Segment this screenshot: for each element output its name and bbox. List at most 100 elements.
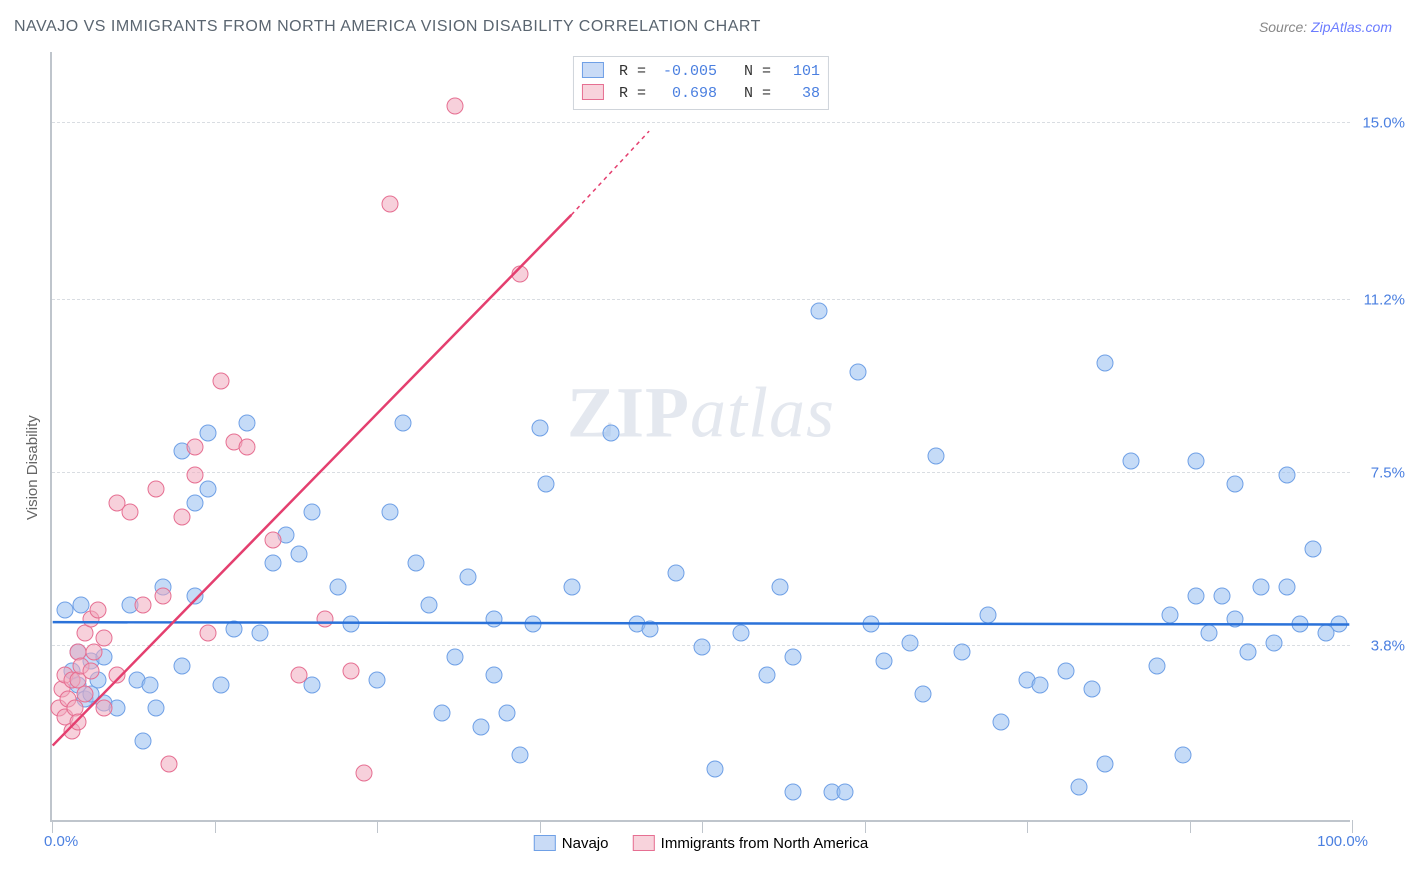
data-point <box>499 704 516 721</box>
data-point <box>187 494 204 511</box>
y-tick-label: 3.8% <box>1371 637 1405 654</box>
data-point <box>486 667 503 684</box>
data-point <box>1058 662 1075 679</box>
data-point <box>135 597 152 614</box>
data-point <box>642 620 659 637</box>
data-point <box>343 616 360 633</box>
x-tick <box>1027 820 1028 833</box>
trend-lines <box>52 52 1350 820</box>
data-point <box>447 98 464 115</box>
y-tick-label: 11.2% <box>1364 292 1405 309</box>
data-point <box>785 784 802 801</box>
data-point <box>980 606 997 623</box>
data-point <box>161 756 178 773</box>
data-point <box>811 303 828 320</box>
stats-legend-row: R = 0.698 N = 38 <box>582 83 820 105</box>
data-point <box>291 667 308 684</box>
data-point <box>317 611 334 628</box>
data-point <box>434 704 451 721</box>
data-point <box>154 588 171 605</box>
data-point <box>213 676 230 693</box>
data-point <box>148 480 165 497</box>
data-point <box>200 424 217 441</box>
source-link[interactable]: ZipAtlas.com <box>1311 19 1392 35</box>
data-point <box>447 648 464 665</box>
data-point <box>1162 606 1179 623</box>
data-point <box>85 644 102 661</box>
gridline: 7.5% <box>52 472 1350 473</box>
data-point <box>863 616 880 633</box>
data-point <box>239 438 256 455</box>
data-point <box>603 424 620 441</box>
x-tick <box>1352 820 1353 833</box>
data-point <box>57 602 74 619</box>
data-point <box>1214 588 1231 605</box>
data-point <box>733 625 750 642</box>
data-point <box>1175 746 1192 763</box>
data-point <box>1279 466 1296 483</box>
data-point <box>486 611 503 628</box>
data-point <box>330 578 347 595</box>
data-point <box>668 564 685 581</box>
data-point <box>525 616 542 633</box>
x-tick <box>540 820 541 833</box>
data-point <box>135 732 152 749</box>
data-point <box>187 588 204 605</box>
data-point <box>356 765 373 782</box>
data-point <box>200 480 217 497</box>
x-tick <box>865 820 866 833</box>
data-point <box>382 504 399 521</box>
scatter-plot: ZIPatlas R = -0.005 N = 101 R = 0.698 N … <box>50 52 1350 822</box>
data-point <box>1123 452 1140 469</box>
data-point <box>1032 676 1049 693</box>
data-point <box>1266 634 1283 651</box>
data-point <box>174 658 191 675</box>
data-point <box>1331 616 1348 633</box>
data-point <box>1097 354 1114 371</box>
data-point <box>512 266 529 283</box>
data-point <box>850 364 867 381</box>
data-point <box>928 448 945 465</box>
data-point <box>265 555 282 572</box>
data-point <box>1279 578 1296 595</box>
data-point <box>1071 779 1088 796</box>
data-point <box>1227 476 1244 493</box>
stats-legend: R = -0.005 N = 101 R = 0.698 N = 38 <box>573 56 829 110</box>
x-tick <box>702 820 703 833</box>
gridline: 15.0% <box>52 122 1350 123</box>
y-tick-label: 7.5% <box>1371 465 1405 482</box>
x-tick <box>52 820 53 833</box>
y-tick-label: 15.0% <box>1362 115 1405 132</box>
data-point <box>1201 625 1218 642</box>
data-point <box>512 746 529 763</box>
data-point <box>993 714 1010 731</box>
data-point <box>382 196 399 213</box>
x-tick <box>1190 820 1191 833</box>
data-point <box>1084 681 1101 698</box>
data-point <box>460 569 477 586</box>
data-point <box>538 476 555 493</box>
source-attribution: Source: ZipAtlas.com <box>1259 19 1392 35</box>
data-point <box>785 648 802 665</box>
data-point <box>694 639 711 656</box>
data-point <box>89 602 106 619</box>
data-point <box>1097 756 1114 773</box>
data-point <box>109 667 126 684</box>
data-point <box>395 415 412 432</box>
data-point <box>421 597 438 614</box>
data-point <box>473 718 490 735</box>
data-point <box>83 662 100 679</box>
data-point <box>291 546 308 563</box>
data-point <box>1253 578 1270 595</box>
data-point <box>707 760 724 777</box>
data-point <box>96 700 113 717</box>
data-point <box>226 620 243 637</box>
data-point <box>772 578 789 595</box>
data-point <box>954 644 971 661</box>
stats-legend-row: R = -0.005 N = 101 <box>582 61 820 83</box>
data-point <box>200 625 217 642</box>
data-point <box>187 466 204 483</box>
data-point <box>265 532 282 549</box>
x-tick <box>377 820 378 833</box>
data-point <box>187 438 204 455</box>
